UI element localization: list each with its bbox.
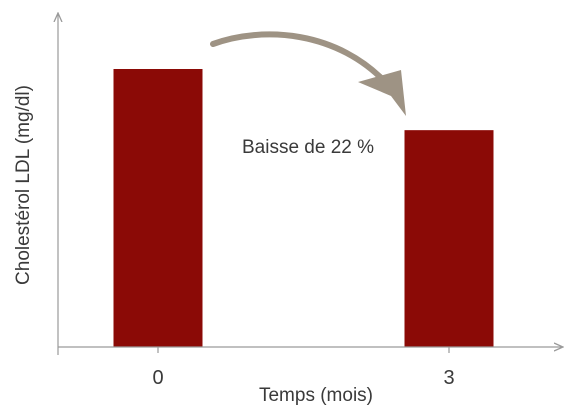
x-axis-label: Temps (mois)	[259, 385, 373, 406]
bar-3	[404, 130, 494, 347]
decrease-arrow	[210, 31, 391, 88]
bars-group	[113, 69, 494, 347]
bar-0	[113, 69, 203, 347]
x-tick-label-0: 0	[152, 367, 163, 389]
decrease-arrowhead	[358, 70, 406, 116]
x-tick-label-3: 3	[443, 367, 454, 389]
y-axis-label: Cholestérol LDL (mg/dl)	[13, 85, 34, 285]
decrease-annotation: Baisse de 22 %	[242, 137, 374, 158]
